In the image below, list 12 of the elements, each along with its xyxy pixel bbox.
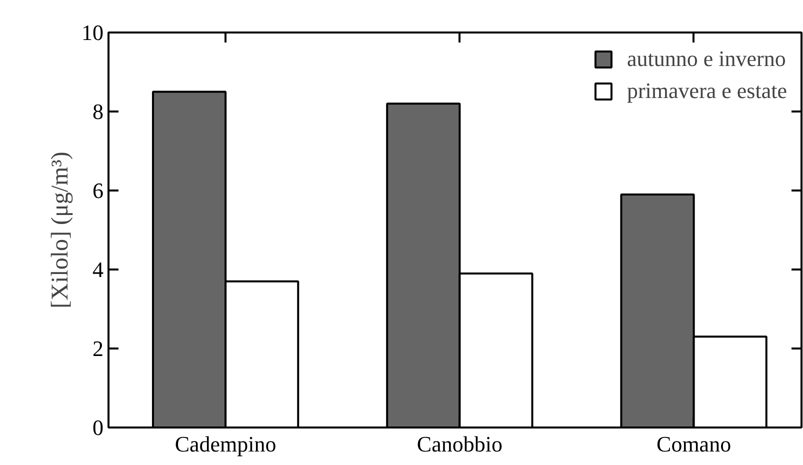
- y-tick-label: 4: [92, 257, 104, 282]
- x-tick-label: Cadempino: [174, 432, 276, 456]
- legend-label: primavera e estate: [626, 78, 787, 104]
- x-tick-label: Canobbio: [416, 432, 502, 456]
- y-tick-label: 0: [92, 415, 104, 440]
- y-tick-label: 2: [92, 336, 104, 361]
- x-tick-label: Comano: [656, 432, 732, 456]
- y-tick-label: 8: [92, 99, 104, 124]
- y-tick-label: 10: [82, 20, 104, 45]
- y-tick-label: 6: [92, 178, 104, 203]
- y-axis-title: [Xilolo] (μg/m³): [48, 152, 74, 308]
- legend-label: autunno e inverno: [626, 46, 786, 72]
